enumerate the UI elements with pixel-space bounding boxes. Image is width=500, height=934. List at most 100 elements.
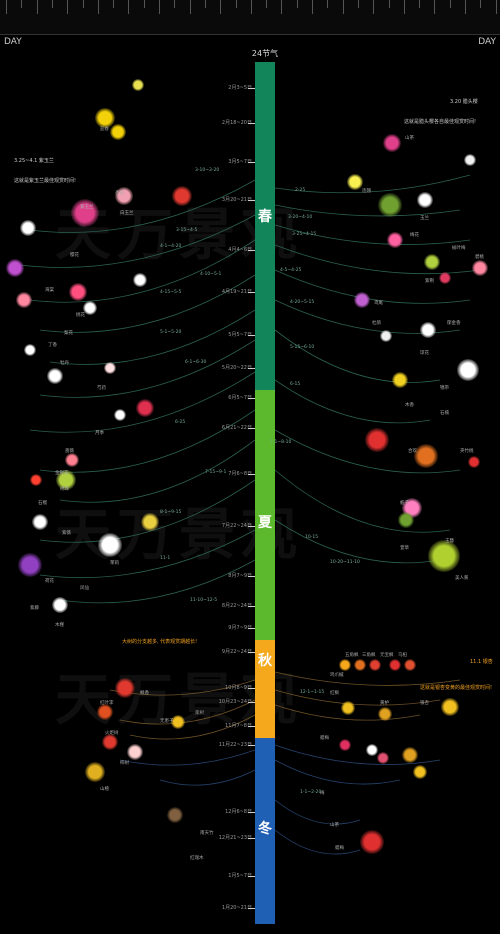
flower-icon bbox=[457, 359, 479, 381]
solar-term-label: 4月4~6日 bbox=[228, 247, 252, 253]
solar-term-label: 6月5~7日 bbox=[228, 395, 252, 401]
flower-icon bbox=[127, 744, 143, 760]
solar-term-tick bbox=[248, 335, 255, 336]
plant-label: 白玉兰 bbox=[120, 211, 134, 216]
plant-label: 杏花 bbox=[115, 191, 124, 196]
flower-icon bbox=[464, 154, 476, 166]
plant-label: 夹竹桃 bbox=[460, 449, 474, 454]
flower-icon bbox=[71, 199, 99, 227]
plant-label: 元宝枫 bbox=[380, 653, 394, 658]
date-range-label: 8-1~9-15 bbox=[160, 510, 182, 515]
connector-line bbox=[59, 559, 256, 604]
solar-term-label: 3月20~21日 bbox=[221, 197, 252, 203]
plant-label: 山茶 bbox=[330, 823, 339, 828]
solar-term-label: 12月6~8日 bbox=[225, 809, 252, 815]
connector-line bbox=[274, 469, 451, 533]
plant-label: 山茶 bbox=[405, 136, 414, 141]
flower-icon bbox=[402, 747, 418, 763]
date-range-label: 10-20~11-10 bbox=[330, 560, 360, 565]
ruler-tick bbox=[189, 0, 191, 14]
plant-label: 荷花 bbox=[45, 579, 54, 584]
ruler-tick bbox=[495, 0, 497, 14]
flower-icon bbox=[98, 533, 122, 557]
date-range-label: 7-15~9-1 bbox=[205, 470, 227, 475]
ruler-tick bbox=[143, 0, 145, 8]
plant-label: 琼花 bbox=[420, 351, 429, 356]
plant-label: 银杏 bbox=[420, 701, 429, 706]
solar-term-label: 9月7~9日 bbox=[228, 625, 252, 631]
connector-line bbox=[274, 224, 471, 245]
plant-label: 茉莉 bbox=[110, 561, 119, 566]
plant-label: 栾树 bbox=[195, 711, 204, 716]
flower-icon bbox=[420, 322, 436, 338]
season-label-summer: 夏 bbox=[258, 515, 272, 531]
connector-line bbox=[274, 429, 461, 474]
flower-icon bbox=[354, 292, 370, 308]
flower-icon bbox=[104, 362, 116, 374]
solar-term-tick bbox=[248, 688, 255, 689]
solar-term-label: 3月5~7日 bbox=[228, 159, 252, 165]
flower-icon bbox=[378, 707, 392, 721]
plant-label: 蜡梅 bbox=[320, 736, 329, 741]
plant-label: 枫香 bbox=[140, 691, 149, 696]
date-range-label: 3-25~4-15 bbox=[292, 232, 317, 237]
solar-term-label: 7月6~8日 bbox=[228, 471, 252, 477]
flower-icon bbox=[339, 659, 351, 671]
connector-line bbox=[119, 699, 256, 725]
plant-label: 杜鹃 bbox=[372, 321, 381, 326]
plant-label: 三角枫 bbox=[362, 653, 376, 658]
plant-label: 郁金香 bbox=[447, 321, 461, 326]
plant-label: 蜡梅 bbox=[335, 846, 344, 851]
flower-icon bbox=[83, 301, 97, 315]
day-label-left: DAY bbox=[4, 37, 22, 47]
solar-term-label: 4月19~21日 bbox=[221, 289, 252, 295]
day-label-right: DAY bbox=[478, 37, 496, 47]
connector-line bbox=[29, 179, 256, 233]
ruler-tick bbox=[388, 0, 390, 8]
solar-term-label: 2月3~5日 bbox=[228, 85, 252, 91]
plant-label: 火炬树 bbox=[105, 731, 119, 736]
flower-icon bbox=[360, 830, 384, 854]
connector-line bbox=[274, 329, 441, 383]
connector-line bbox=[19, 214, 256, 268]
plant-label: 迎春 bbox=[100, 127, 109, 132]
flower-icon bbox=[115, 187, 133, 205]
solar-term-tick bbox=[248, 745, 255, 746]
connector-line bbox=[29, 371, 256, 433]
flower-icon bbox=[65, 453, 79, 467]
flower-icon bbox=[6, 259, 24, 277]
flower-icon bbox=[167, 807, 183, 823]
solar-term-tick bbox=[248, 628, 255, 629]
solar-term-tick bbox=[248, 88, 255, 89]
flower-icon bbox=[413, 765, 427, 779]
date-range-label: 10-15 bbox=[305, 535, 319, 540]
note-spring-right-sub: 这就是腊头樱各自最佳观赏时间! bbox=[404, 119, 477, 125]
ruler-tick bbox=[266, 0, 268, 8]
autumn-segment bbox=[255, 640, 275, 738]
date-range-label: 11-10~12-5 bbox=[190, 598, 218, 603]
plant-label: 凤仙 bbox=[80, 586, 89, 591]
solar-term-tick bbox=[248, 908, 255, 909]
flower-icon bbox=[387, 232, 403, 248]
flower-icon bbox=[24, 344, 36, 356]
note-autumn-right: 11.1 银杏 bbox=[470, 659, 493, 665]
ruler-tick bbox=[327, 0, 329, 8]
summer-segment bbox=[255, 390, 275, 640]
flower-icon bbox=[377, 752, 389, 764]
flower-icon bbox=[133, 273, 147, 287]
flower-icon bbox=[20, 220, 36, 236]
connector-line bbox=[274, 829, 361, 855]
ruler-tick bbox=[480, 0, 482, 8]
date-range-label: 1-1~2-20 bbox=[300, 790, 322, 795]
ruler-tick bbox=[220, 0, 222, 14]
plant-label: 牡丹 bbox=[60, 361, 69, 366]
ruler-tick bbox=[128, 0, 130, 14]
connector-line bbox=[39, 339, 256, 398]
ruler-tick bbox=[449, 0, 451, 8]
flower-icon bbox=[171, 715, 185, 729]
flower-icon bbox=[97, 704, 113, 720]
plant-label: 美人蕉 bbox=[455, 576, 469, 581]
connector-line bbox=[274, 269, 471, 304]
solar-term-label: 5月20~22日 bbox=[221, 365, 252, 371]
ruler-tick bbox=[159, 0, 160, 14]
